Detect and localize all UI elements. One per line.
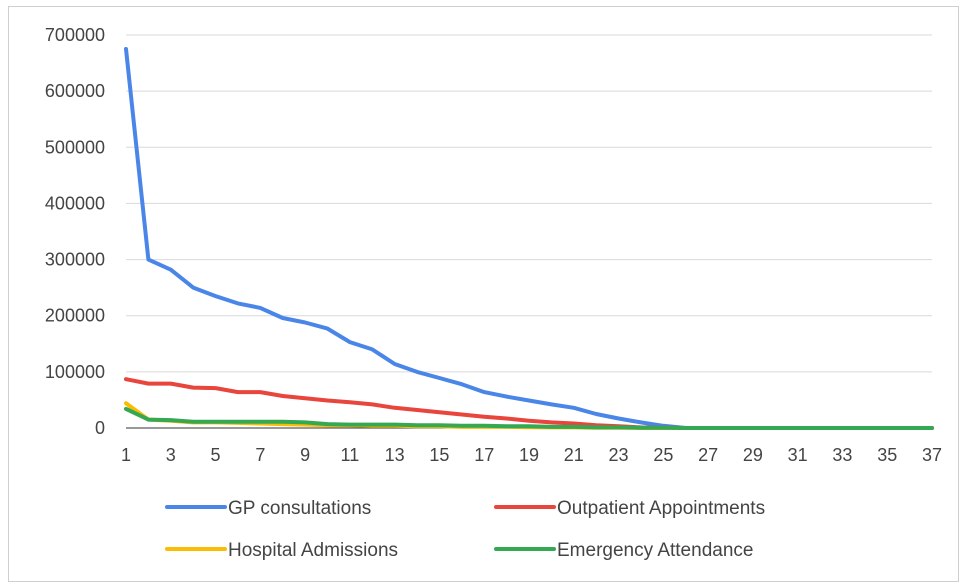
legend: GP consultations Outpatient Appointments H… [165,498,765,561]
x-tick-label: 31 [788,445,808,465]
y-axis-tick-labels: 700000 600000 500000 400000 300000 200000 1000… [45,25,105,438]
x-tick-label: 19 [519,445,539,465]
legend-label: GP consultations [228,498,371,519]
x-tick-label: 1 [121,445,131,465]
x-tick-label: 11 [341,445,360,465]
x-tick-label: 7 [255,445,265,465]
x-tick-label: 9 [300,445,310,465]
x-tick-label: 25 [653,445,673,465]
gridlines [126,34,932,429]
legend-label: Emergency Attendance [557,540,753,561]
x-tick-label: 21 [564,445,584,465]
y-tick-label: 700000 [45,25,105,45]
x-tick-label: 15 [429,445,449,465]
y-tick-label: 0 [95,418,105,438]
x-tick-label: 3 [166,445,176,465]
series-line-2 [124,401,934,430]
y-tick-label: 600000 [45,81,105,101]
y-tick-label: 200000 [45,306,105,326]
series-line-3 [124,406,934,430]
x-tick-label: 33 [832,445,852,465]
x-tick-label: 29 [743,445,763,465]
x-tick-label: 13 [385,445,405,465]
legend-label: Hospital Admissions [228,540,398,561]
y-tick-label: 100000 [45,362,105,382]
x-axis-tick-labels: 1 3 5 7 9 11 13 15 17 19 21 23 25 27 29 31 33 35 37 [121,445,942,465]
x-tick-label: 23 [609,445,629,465]
x-tick-label: 5 [211,445,221,465]
x-tick-label: 35 [877,445,897,465]
y-tick-label: 400000 [45,193,105,213]
series-lines [124,47,934,430]
x-tick-label: 27 [698,445,718,465]
x-tick-label: 37 [922,445,942,465]
y-tick-label: 500000 [45,137,105,157]
chart-container [8,6,959,582]
legend-label: Outpatient Appointments [557,498,765,519]
y-tick-label: 300000 [45,250,105,270]
x-tick-label: 17 [474,445,494,465]
series-line-0 [124,47,934,430]
